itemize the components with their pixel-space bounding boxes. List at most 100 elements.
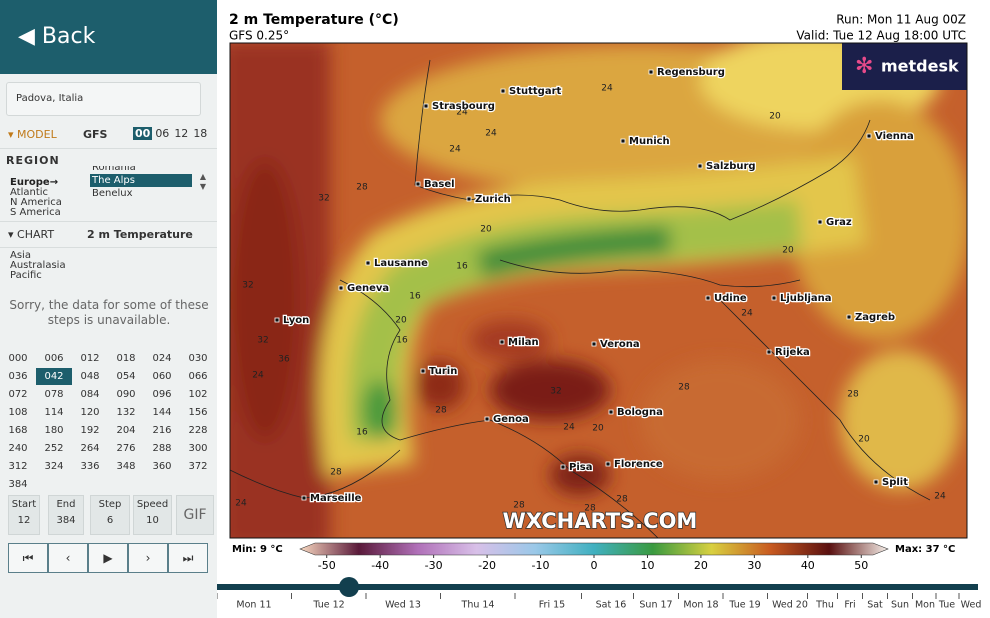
chart-panel: 2 m Temperature (°C) GFS 0.25° Run: Mon … bbox=[217, 12, 981, 611]
step-option[interactable]: 372 bbox=[188, 461, 208, 472]
step-option[interactable]: 018 bbox=[116, 353, 136, 364]
day-label: Thu 14 bbox=[461, 600, 495, 611]
timeline-thumb[interactable] bbox=[339, 577, 359, 597]
step-option[interactable]: 168 bbox=[8, 425, 28, 436]
last-button[interactable]: ⏭ bbox=[168, 543, 208, 573]
step-option[interactable]: 006 bbox=[44, 353, 64, 364]
region-option[interactable]: Romania bbox=[92, 166, 136, 173]
step-option[interactable]: 084 bbox=[80, 389, 100, 400]
next-button[interactable]: › bbox=[128, 543, 168, 573]
step-option[interactable]: 144 bbox=[152, 407, 172, 418]
model-label-text: MODEL bbox=[17, 128, 57, 141]
run-option[interactable]: 06 bbox=[155, 127, 170, 140]
step-option[interactable]: 102 bbox=[188, 389, 208, 400]
step-option[interactable]: 024 bbox=[152, 353, 172, 364]
control-value: 6 bbox=[106, 515, 114, 526]
step-option[interactable]: 108 bbox=[8, 407, 28, 418]
run-option[interactable]: 12 bbox=[174, 127, 189, 140]
step-option[interactable]: 132 bbox=[116, 407, 136, 418]
back-label: Back bbox=[41, 24, 96, 49]
step-option[interactable]: 288 bbox=[152, 443, 172, 454]
step-option[interactable]: 066 bbox=[188, 371, 208, 382]
region-option[interactable]: Benelux bbox=[92, 188, 133, 199]
control-box[interactable]: End 384 bbox=[48, 495, 84, 535]
step-option[interactable]: 216 bbox=[152, 425, 172, 436]
play-button[interactable]: ▶ bbox=[88, 543, 128, 573]
step-option[interactable]: 036 bbox=[8, 371, 28, 382]
location-input[interactable]: Padova, Italia bbox=[6, 82, 201, 116]
step-option[interactable]: 348 bbox=[116, 461, 136, 472]
step-option[interactable]: 048 bbox=[80, 371, 100, 382]
contour-label: 24 bbox=[563, 423, 575, 433]
run-option[interactable]: 00 bbox=[133, 127, 153, 140]
step-option[interactable]: 054 bbox=[116, 371, 136, 382]
step-option[interactable]: 114 bbox=[44, 407, 64, 418]
step-option[interactable]: 090 bbox=[116, 389, 136, 400]
step-option[interactable]: 204 bbox=[116, 425, 136, 436]
day-label: Mon bbox=[915, 600, 935, 611]
step-option[interactable]: 042 bbox=[36, 368, 72, 385]
step-option[interactable]: 312 bbox=[8, 461, 28, 472]
run-option[interactable]: 18 bbox=[193, 127, 208, 140]
step-option[interactable]: 012 bbox=[80, 353, 100, 364]
region-group[interactable]: N America bbox=[10, 197, 62, 208]
step-option[interactable]: 336 bbox=[80, 461, 100, 472]
step-option[interactable]: 324 bbox=[44, 461, 64, 472]
step-option[interactable]: 228 bbox=[188, 425, 208, 436]
control-label: Step bbox=[98, 499, 122, 510]
city-label: Verona bbox=[600, 339, 640, 350]
step-option[interactable]: 240 bbox=[8, 443, 28, 454]
region-group[interactable]: S America bbox=[10, 207, 61, 218]
contour-label: 24 bbox=[741, 309, 753, 319]
city-dot bbox=[591, 341, 597, 347]
step-option[interactable]: 120 bbox=[80, 407, 100, 418]
step-option[interactable]: 252 bbox=[44, 443, 64, 454]
back-button[interactable]: ◀ Back bbox=[0, 0, 217, 74]
region-options[interactable]: Romania The Alps Benelux ▲ ▼ bbox=[90, 166, 208, 206]
step-option[interactable]: 060 bbox=[152, 371, 172, 382]
city-label: Graz bbox=[826, 217, 852, 228]
region-group[interactable]: Pacific bbox=[10, 270, 42, 281]
step-option[interactable]: 360 bbox=[152, 461, 172, 472]
contour-label: 28 bbox=[847, 390, 859, 400]
step-option[interactable]: 264 bbox=[80, 443, 100, 454]
city-label: Genoa bbox=[493, 414, 529, 425]
region-group[interactable]: Europe→ bbox=[10, 177, 59, 188]
contour-label: 28 bbox=[616, 495, 628, 505]
region-group[interactable]: Atlantic bbox=[10, 187, 49, 198]
step-option[interactable]: 000 bbox=[8, 353, 28, 364]
city-label: Geneva bbox=[347, 283, 389, 294]
prev-button[interactable]: ‹ bbox=[48, 543, 88, 573]
contour-label: 20 bbox=[769, 112, 781, 122]
step-option[interactable]: 192 bbox=[80, 425, 100, 436]
control-box[interactable]: Step 6 bbox=[90, 495, 130, 535]
step-option[interactable]: 180 bbox=[44, 425, 64, 436]
city-label: Split bbox=[882, 477, 908, 488]
step-option[interactable]: 078 bbox=[44, 389, 64, 400]
region-option[interactable]: The Alps bbox=[90, 174, 192, 187]
chart-label[interactable]: ▾ CHART bbox=[8, 228, 55, 241]
step-option[interactable]: 384 bbox=[8, 479, 28, 490]
control-box[interactable]: Speed 10 bbox=[133, 495, 172, 535]
step-option[interactable]: 072 bbox=[8, 389, 28, 400]
city-dot bbox=[697, 163, 703, 169]
model-label[interactable]: ▾ MODEL bbox=[8, 128, 57, 141]
contour-label: 16 bbox=[456, 262, 468, 272]
sidebar: ◀ Back Padova, Italia ▾ MODEL GFS 00 06 12… bbox=[0, 0, 217, 618]
step-option[interactable]: 300 bbox=[188, 443, 208, 454]
step-option[interactable]: 276 bbox=[116, 443, 136, 454]
step-option[interactable]: 096 bbox=[152, 389, 172, 400]
first-button[interactable]: ⏮ bbox=[8, 543, 48, 573]
region-group[interactable]: Asia bbox=[10, 250, 31, 261]
contour-label: 16 bbox=[409, 292, 421, 302]
gif-button[interactable]: GIF bbox=[176, 495, 214, 535]
step-option[interactable]: 030 bbox=[188, 353, 208, 364]
city-dot bbox=[620, 138, 626, 144]
city-dot bbox=[500, 88, 506, 94]
day-label: Sat bbox=[867, 600, 883, 611]
temperature-field bbox=[230, 43, 967, 538]
control-box[interactable]: Start 12 bbox=[8, 495, 40, 535]
region-group[interactable]: Australasia bbox=[10, 260, 66, 271]
step-option[interactable]: 156 bbox=[188, 407, 208, 418]
